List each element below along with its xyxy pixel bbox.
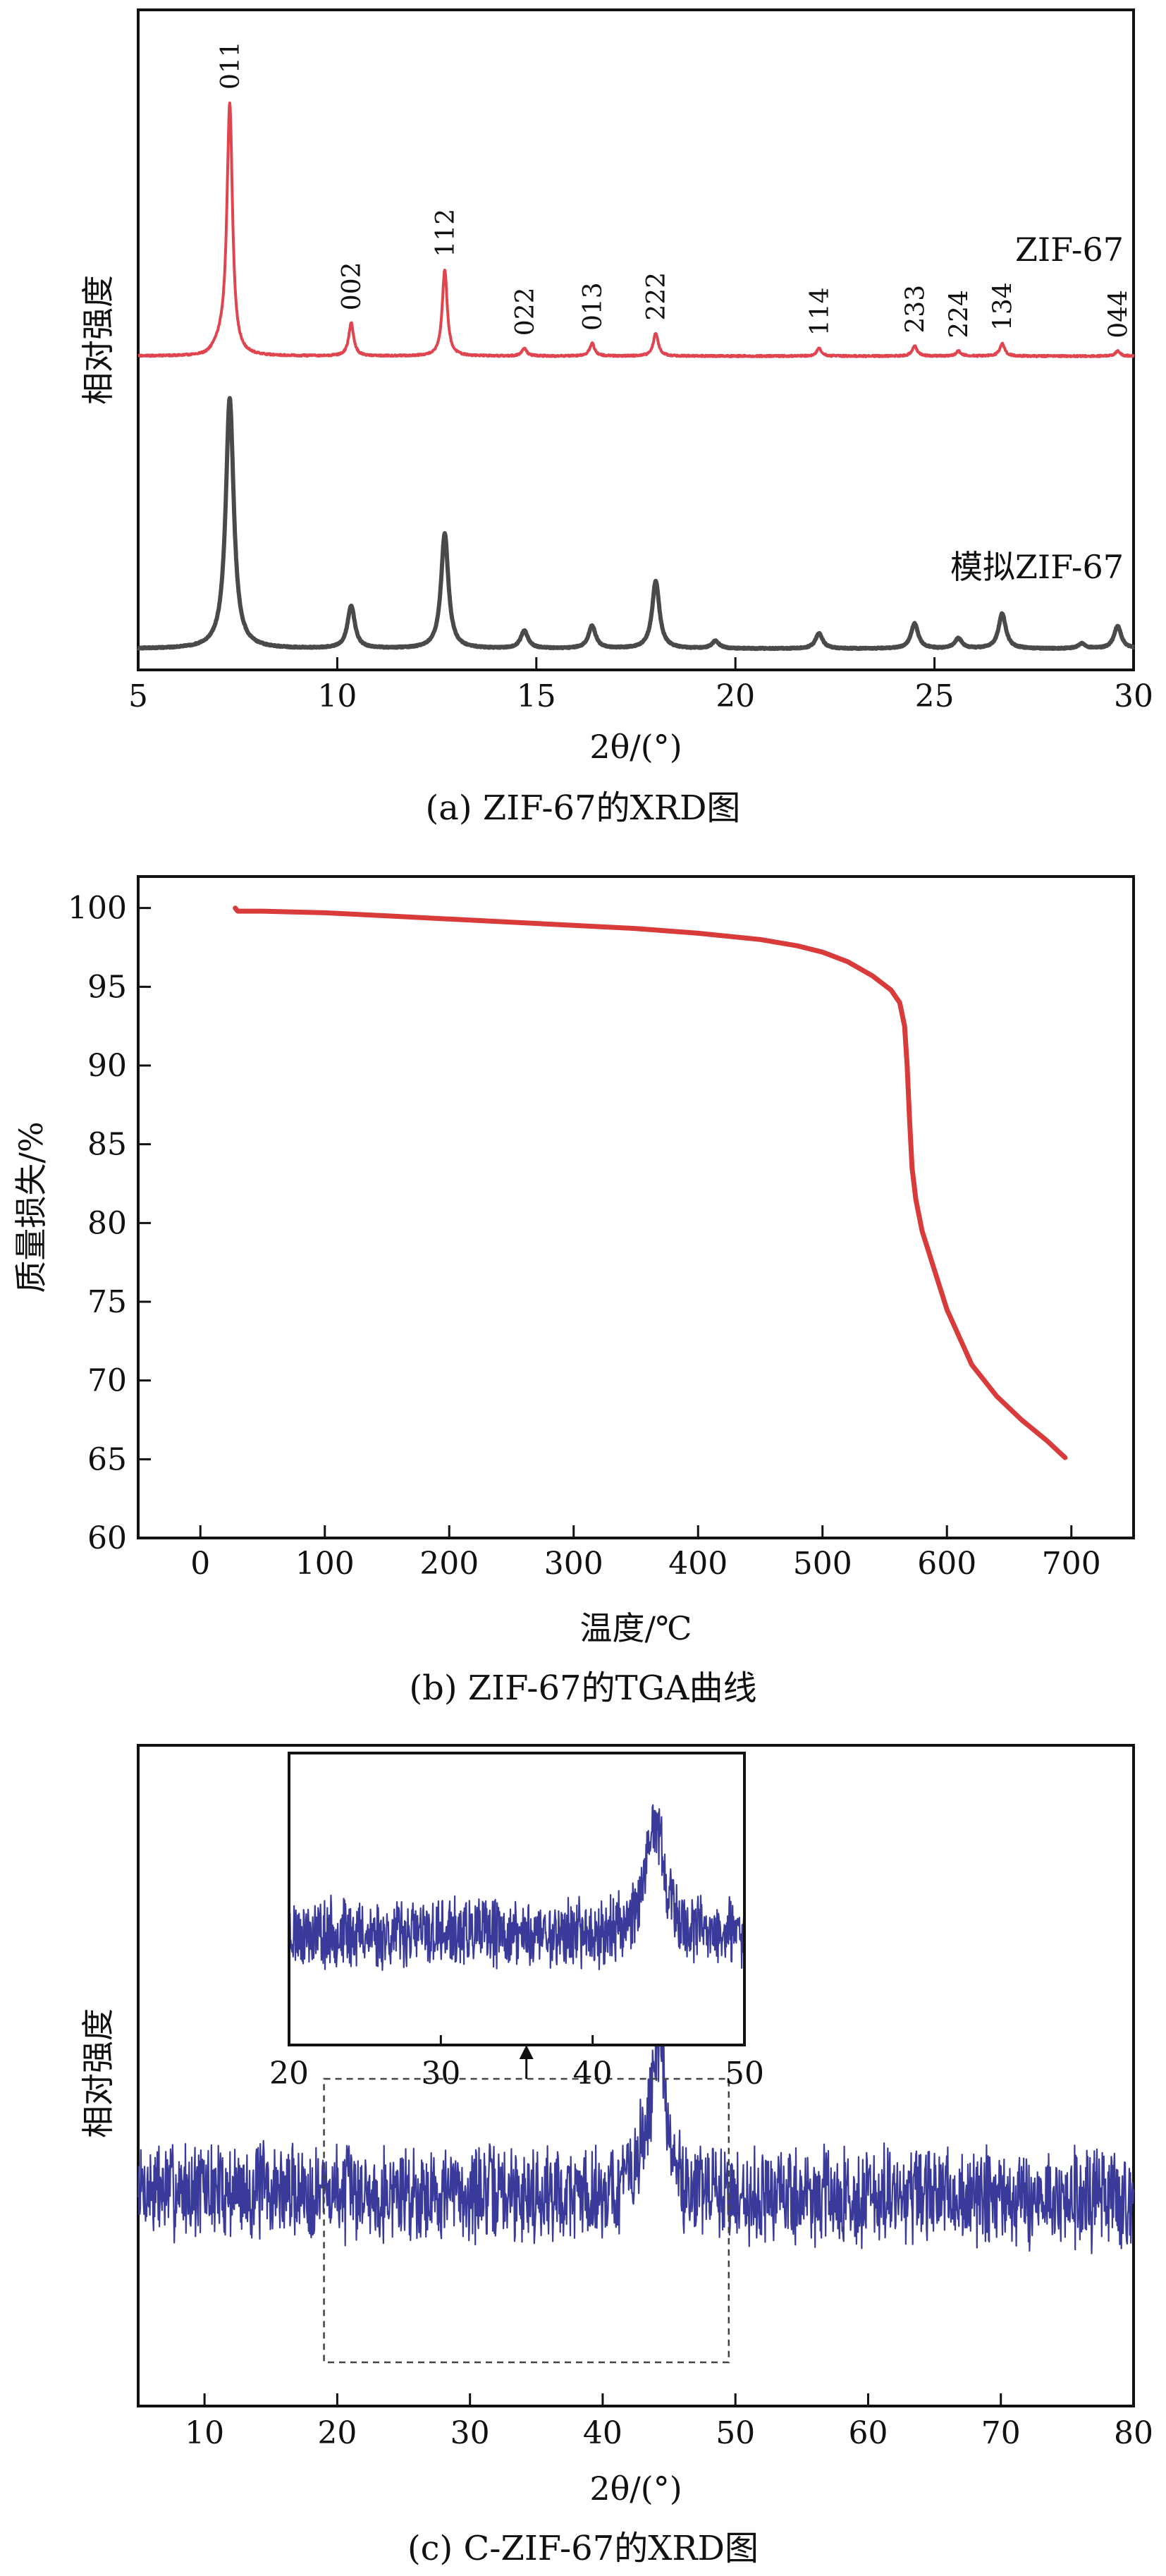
panel-a-plot-frame [137,8,1135,671]
x-tick-label: 30 [1114,678,1153,714]
panel-a-peak-labels: 011 002 112 022 013 222 114 233 224 134 044 [216,41,1134,338]
x-tick-label: 50 [716,2415,755,2451]
x-tick-label: 10 [185,2415,224,2451]
y-tick-label: 65 [87,1441,127,1477]
y-tick-label: 100 [68,891,127,927]
peak-label: 112 [431,209,460,257]
peak-label: 134 [989,282,1018,331]
x-tick-label: 15 [517,678,556,714]
x-tick-label: 100 [295,1546,355,1582]
y-tick-label: 90 [87,1048,127,1084]
panel-a-y-axis-label: 相对强度 [79,275,117,405]
peak-label: 002 [338,262,367,310]
x-tick-label: 5 [128,678,148,714]
x-tick-label: 10 [317,678,357,714]
panel-c-x-ticks: 10 20 30 40 50 60 70 80 [185,2393,1153,2451]
inset-series [288,1804,746,1971]
y-tick-label: 60 [87,1520,127,1556]
inset-x-tick-label: 30 [421,2056,460,2092]
x-tick-label: 20 [317,2415,357,2451]
y-tick-label: 80 [87,1205,127,1241]
peak-label: 011 [216,41,245,90]
series-label-zif67: ZIF-67 [1015,231,1124,269]
x-tick-label: 80 [1114,2415,1153,2451]
inset-series-line [288,1804,746,1971]
panel-b-tga-chart: 0 100 200 300 400 500 600 700 60 65 70 75 80 85 90 95 10… [12,875,1135,1708]
peak-label: 013 [579,282,608,331]
panel-c-x-axis-label: 2θ/(°) [589,2470,682,2508]
panel-c-xrd-chart: 10 20 30 40 50 60 70 80 20 30 40 50 2θ/(°) 相对强度 (c… [79,1744,1153,2568]
panel-a-x-ticks: 5 10 15 20 25 30 [128,657,1153,714]
y-tick-label: 85 [87,1127,127,1163]
peak-label: 222 [642,272,671,321]
inset-x-tick-label: 20 [269,2056,309,2092]
y-tick-label: 70 [87,1363,127,1399]
peak-label: 114 [806,287,835,336]
panel-c-zoom-region-box [323,2077,730,2364]
y-tick-label: 95 [87,969,127,1005]
peak-label: 233 [901,285,930,334]
panel-c-y-axis-label: 相对强度 [79,2008,117,2138]
x-tick-label: 300 [544,1546,603,1582]
panel-a-caption: (a) ZIF-67的XRD图 [426,788,741,828]
x-tick-label: 40 [583,2415,622,2451]
panel-b-caption: (b) ZIF-67的TGA曲线 [409,1668,756,1708]
series-line-simulated-zif67 [136,396,1136,652]
series-label-simulated-zif67: 模拟ZIF-67 [950,548,1124,586]
x-tick-label: 20 [716,678,755,714]
x-tick-label: 600 [917,1546,976,1582]
panel-b-series [233,905,1068,1460]
inset-x-tick-label: 40 [573,2056,613,2092]
x-tick-label: 500 [793,1546,852,1582]
panel-a-xrd-chart: 5 10 15 20 25 30 011 002 112 022 013 222 114 233 224 1… [79,8,1153,828]
panel-b-axis-ticks: 0 100 200 300 400 500 600 700 60 65 70 75 80 85 90 95 10… [68,891,1101,1582]
series-line-tga [233,905,1068,1460]
x-tick-label: 400 [668,1546,728,1582]
inset-x-ticks: 20 30 40 50 [269,2035,764,2092]
panel-b-plot-frame [137,875,1135,1539]
peak-label: 224 [945,290,974,338]
x-tick-label: 200 [419,1546,479,1582]
panel-c-series [137,1994,1135,2254]
series-line-czif67 [137,1994,1135,2254]
x-tick-label: 70 [981,2415,1021,2451]
panel-a-series [136,102,1136,652]
series-line-zif67 [137,102,1135,358]
inset-x-tick-label: 50 [725,2056,764,2092]
panel-b-y-axis-label: 质量损失/% [12,1121,50,1293]
x-tick-label: 30 [450,2415,490,2451]
peak-label: 044 [1104,290,1133,338]
peak-label: 022 [511,287,540,336]
panel-c-inset: 20 30 40 50 [269,1752,764,2092]
x-tick-label: 700 [1042,1546,1101,1582]
x-tick-label: 60 [848,2415,888,2451]
x-tick-label: 25 [915,678,955,714]
panel-c-caption: (c) C-ZIF-67的XRD图 [407,2529,759,2568]
panel-c-plot-frame [137,1744,1135,2407]
panel-c-zoom-arrowhead [519,2045,534,2059]
panel-a-x-axis-label: 2θ/(°) [589,728,682,766]
y-tick-label: 75 [87,1284,127,1320]
x-tick-label: 0 [190,1546,210,1582]
inset-frame [288,1752,746,2046]
panel-b-x-axis-label: 温度/℃ [580,1609,692,1647]
